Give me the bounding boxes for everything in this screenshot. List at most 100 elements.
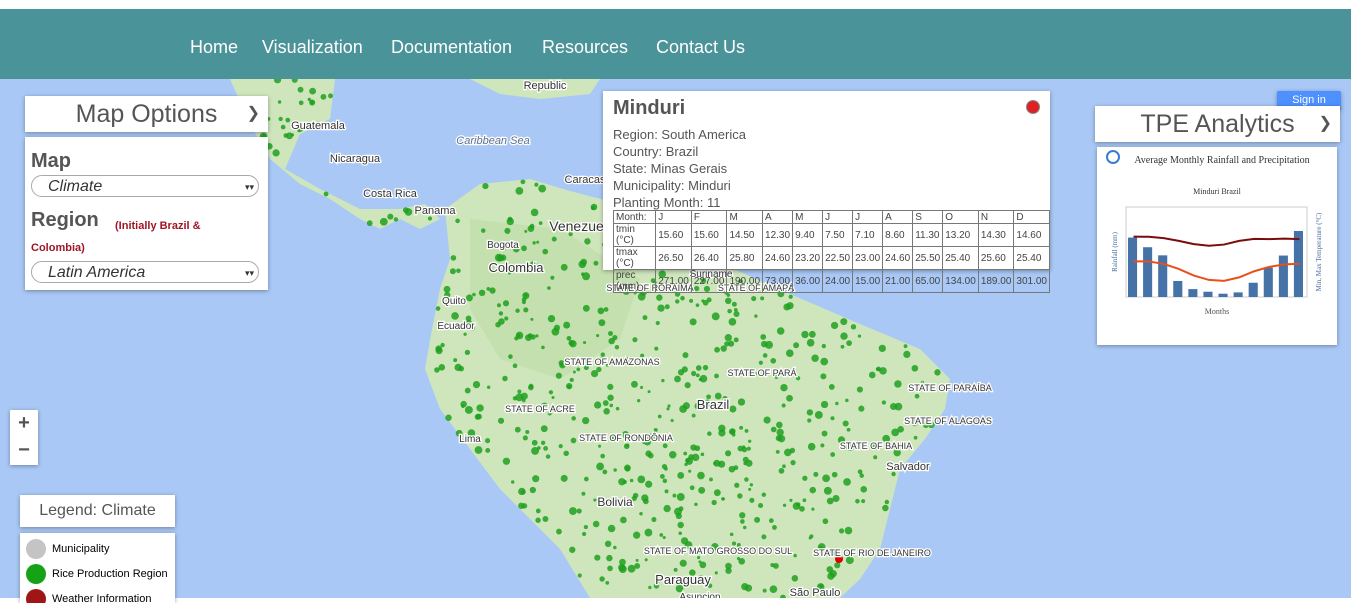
rice-dot xyxy=(754,516,761,523)
map-label: Paraguay xyxy=(655,572,711,587)
rice-dot xyxy=(531,446,540,455)
rice-dot xyxy=(654,346,659,351)
rice-dot xyxy=(679,559,687,567)
legend-swatch xyxy=(26,564,46,585)
rice-dot xyxy=(927,421,935,429)
rice-dot xyxy=(512,245,520,253)
rice-dot xyxy=(776,421,783,429)
rice-dot xyxy=(782,464,786,469)
zoom-out[interactable]: − xyxy=(18,439,30,461)
rice-dot xyxy=(603,307,609,312)
rice-dot xyxy=(882,434,891,443)
rice-dot xyxy=(694,502,698,507)
rice-dot xyxy=(846,443,854,452)
map-label: Venezuela xyxy=(549,218,615,234)
rice-dot xyxy=(809,486,816,494)
rice-dot xyxy=(873,455,878,460)
rice-dot xyxy=(523,307,529,313)
rice-dot xyxy=(664,489,669,494)
rice-dot xyxy=(619,558,626,566)
rice-dot xyxy=(807,442,816,451)
map-label: São Paulo xyxy=(790,587,841,598)
region-select[interactable]: Latin America xyxy=(31,261,259,284)
rice-dot xyxy=(323,191,329,197)
zoom-icon[interactable] xyxy=(1106,150,1120,164)
rice-dot xyxy=(651,517,657,523)
legend-item: Rice Production Region xyxy=(26,564,168,585)
rice-dot xyxy=(644,558,648,562)
rice-dot xyxy=(742,525,747,530)
rice-dot xyxy=(751,295,757,302)
rice-dot xyxy=(328,93,333,99)
table-cell: 14.50 xyxy=(726,223,764,247)
rice-dot xyxy=(697,471,705,480)
rice-dot xyxy=(891,471,896,477)
map-select[interactable]: Climate xyxy=(31,175,259,198)
rice-dot xyxy=(695,365,702,371)
rice-dot xyxy=(542,516,549,522)
rice-dot xyxy=(754,314,758,318)
table-header-cell: S xyxy=(912,210,944,224)
rice-dot xyxy=(560,263,568,271)
nav-link[interactable]: Resources xyxy=(542,37,629,57)
rice-dot xyxy=(694,402,702,410)
map-label: Caribbean Sea xyxy=(456,135,529,147)
rice-dot xyxy=(786,394,793,402)
rain-bar xyxy=(1128,237,1138,297)
panel-title: TPE Analytics xyxy=(1140,110,1295,138)
rice-dot xyxy=(627,501,633,507)
rice-dot xyxy=(464,387,471,394)
table-cell: 271.00 xyxy=(655,269,692,293)
rice-dot xyxy=(830,452,836,457)
rice-dot xyxy=(647,452,654,459)
temp-line xyxy=(1133,260,1300,282)
map-label: Salvador xyxy=(886,461,930,473)
rice-dot xyxy=(811,354,819,362)
nav-link[interactable]: Documentation xyxy=(391,37,513,57)
rice-dot xyxy=(837,436,846,444)
rice-dot xyxy=(583,525,588,530)
table-cell: prec (mm) xyxy=(612,269,657,293)
rice-dot xyxy=(607,524,616,533)
chevron: ❯ xyxy=(1318,115,1332,132)
table-cell: 15.00 xyxy=(852,269,884,293)
rice-dot xyxy=(464,319,473,327)
legend-header[interactable]: Legend: Climate xyxy=(20,495,175,527)
panel-title: Map Options xyxy=(75,100,218,128)
rice-dot xyxy=(515,308,520,313)
rice-dot xyxy=(706,394,711,400)
rice-dot xyxy=(809,534,814,539)
rice-dot xyxy=(618,478,626,486)
rice-dot xyxy=(808,330,816,338)
sign-in[interactable]: Sign in xyxy=(1277,91,1341,110)
label: Map xyxy=(31,150,71,172)
rice-dot xyxy=(609,403,614,408)
rice-dot xyxy=(683,451,688,456)
zoom-in[interactable]: + xyxy=(18,412,30,434)
nav-link[interactable]: Home xyxy=(190,37,239,57)
rice-dot xyxy=(520,179,526,185)
rice-dot xyxy=(770,357,777,364)
selected-marker[interactable] xyxy=(835,555,843,563)
rice-dot xyxy=(504,227,511,234)
rice-dot xyxy=(633,531,641,539)
rice-dot xyxy=(823,486,832,495)
table-header-cell: N xyxy=(977,210,1015,224)
tpe-chart-box: Average Monthly Rainfall and Precipitati… xyxy=(1097,147,1337,345)
legend-item: Weather Information xyxy=(26,589,151,603)
close-button[interactable] xyxy=(1026,100,1040,114)
nav-link[interactable]: Visualization xyxy=(262,37,363,57)
map-options-header[interactable]: Map Options ❯ xyxy=(25,96,268,132)
legend-swatch xyxy=(26,539,46,560)
rice-dot xyxy=(761,534,767,540)
rice-dot xyxy=(489,287,496,294)
rice-dot xyxy=(725,562,732,570)
table-cell: 15.60 xyxy=(690,223,728,247)
nav-link[interactable]: Contact Us xyxy=(656,37,746,57)
rice-dot xyxy=(741,583,749,591)
tpe-header[interactable]: TPE Analytics ❯ xyxy=(1095,106,1340,142)
rice-dot xyxy=(521,300,526,305)
rice-dot xyxy=(822,474,830,483)
rice-dot xyxy=(765,340,773,349)
rice-dot xyxy=(772,563,779,569)
